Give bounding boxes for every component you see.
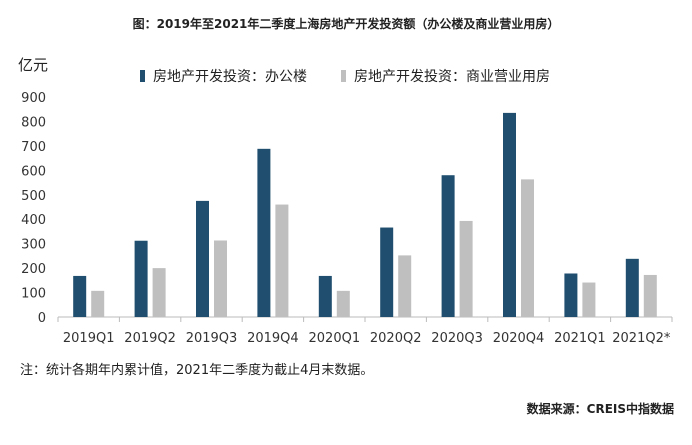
bar-office (196, 200, 209, 317)
data-source: 数据来源：CREIS中指数据 (526, 402, 674, 416)
y-tick-label: 100 (21, 287, 46, 302)
y-tick-label: 300 (21, 238, 46, 253)
bar-office (73, 275, 87, 317)
x-tick-label: 2020Q1 (309, 331, 361, 346)
bar-office (257, 148, 271, 317)
bar-office (318, 275, 332, 317)
y-tick-label: 800 (21, 115, 46, 130)
x-tick-label: 2019Q4 (247, 331, 299, 346)
legend-swatch-commercial (341, 70, 346, 82)
bar-commercial (275, 204, 289, 317)
x-tick-label: 2020Q3 (431, 331, 483, 346)
legend: 房地产开发投资：办公楼 房地产开发投资：商业营业用房 (140, 66, 550, 86)
bar-commercial (459, 220, 473, 317)
y-tick-label: 200 (21, 262, 46, 277)
bar-commercial (336, 290, 350, 317)
x-tick-label: 2019Q1 (63, 331, 115, 346)
x-tick-label: 2020Q2 (370, 331, 422, 346)
bar-commercial (398, 255, 412, 317)
y-tick-label: 700 (21, 140, 46, 155)
bar-commercial (582, 282, 596, 317)
y-axis-unit-label: 亿元 (18, 56, 49, 74)
bar-office (134, 240, 148, 317)
y-tick-label: 900 (21, 91, 46, 106)
x-tick-label: 2021Q1 (554, 331, 606, 346)
y-tick-label: 0 (38, 311, 46, 326)
bar-commercial (152, 268, 166, 317)
bar-office (503, 112, 516, 317)
bar-commercial (214, 240, 227, 317)
bar-office (380, 227, 394, 317)
legend-item-office: 房地产开发投资：办公楼 (140, 66, 307, 86)
legend-label-commercial: 房地产开发投资：商业营业用房 (354, 69, 550, 85)
legend-item-commercial: 房地产开发投资：商业营业用房 (341, 66, 550, 86)
bar-office (625, 258, 639, 317)
legend-label-office: 房地产开发投资：办公楼 (153, 69, 307, 85)
x-tick-label: 2021Q2* (612, 331, 671, 346)
bar-commercial (643, 274, 657, 317)
x-tick-label: 2019Q2 (124, 331, 176, 346)
y-tick-label: 400 (21, 213, 46, 228)
x-tick-label: 2019Q3 (186, 331, 238, 346)
footnote: 注：统计各期年内累计值，2021年二季度为截止4月末数据。 (20, 363, 374, 378)
y-tick-label: 500 (21, 189, 46, 204)
legend-swatch-office (140, 70, 145, 82)
bar-office (564, 273, 578, 317)
x-tick-label: 2020Q4 (493, 331, 545, 346)
y-tick-label: 600 (21, 164, 46, 179)
bar-commercial (521, 179, 534, 317)
bar-commercial (91, 290, 105, 317)
bar-office (441, 175, 455, 317)
chart-title: 图：2019年至2021年二季度上海房地产开发投资额（办公楼及商业营业用房） (132, 17, 560, 31)
